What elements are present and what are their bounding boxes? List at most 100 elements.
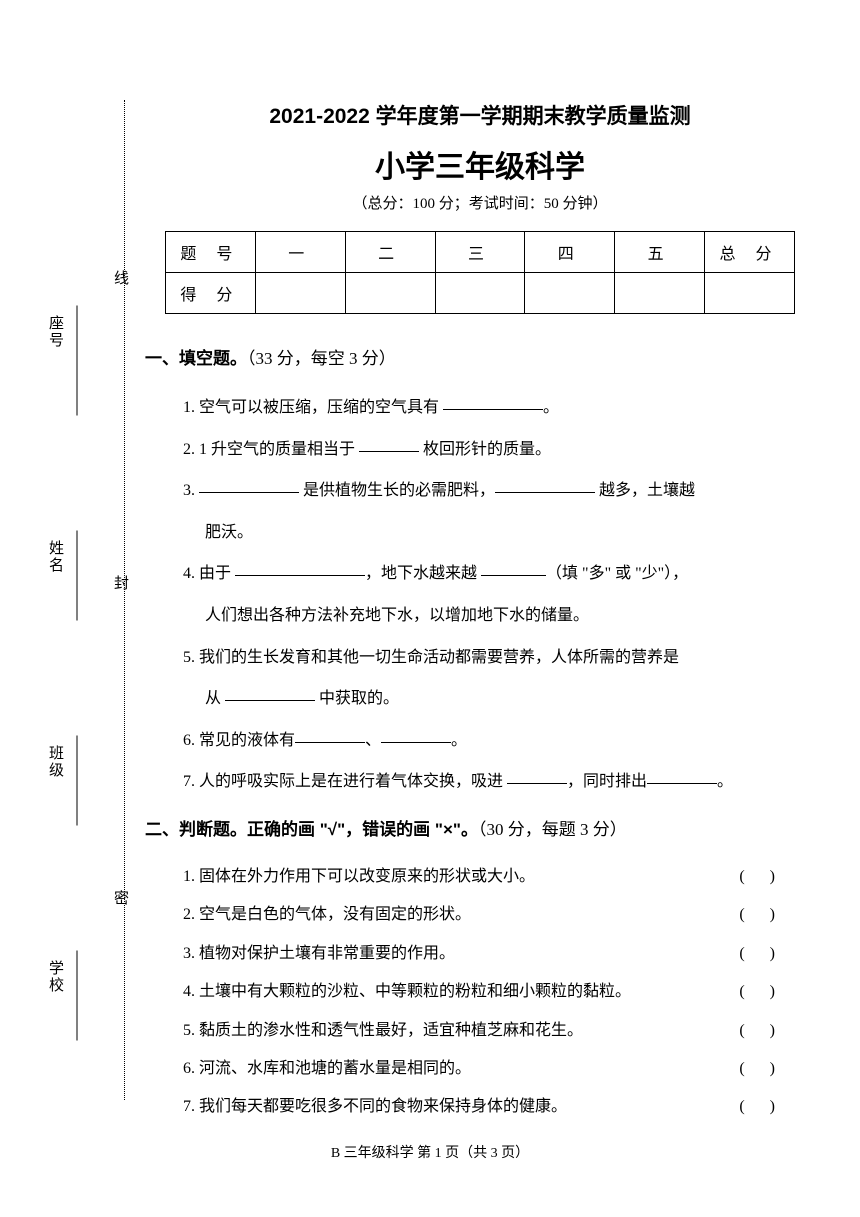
q-text: 枚回形针的质量。 — [419, 441, 551, 458]
col-header: 三 — [435, 232, 525, 273]
row-label: 得 分 — [166, 273, 256, 314]
judge-4: 4. 土壤中有大颗粒的沙粒、中等颗粒的粉粒和细小颗粒的黏粒。 () — [183, 973, 815, 1011]
q-text: 1. 空气可以被压缩，压缩的空气具有 — [183, 399, 443, 416]
blank-input[interactable] — [443, 409, 543, 410]
col-header: 一 — [255, 232, 345, 273]
judge-5: 5. 黏质土的渗水性和透气性最好，适宜种植芝麻和花生。 () — [183, 1012, 815, 1050]
col-header: 总 分 — [705, 232, 795, 273]
q5: 5. 我们的生长发育和其他一切生命活动都需要营养，人体所需的营养是 — [183, 637, 815, 679]
q2: 2. 1 升空气的质量相当于 枚回形针的质量。 — [183, 429, 815, 471]
binding-sidebar: 学校 班级 姓名 座号 密 封 线 — [35, 100, 125, 1100]
q-text: （填 "多" 或 "少"）， — [546, 565, 688, 582]
q-text: ，同时排出 — [567, 773, 647, 790]
blank-input[interactable] — [381, 742, 451, 743]
judge-text: 6. 河流、水库和池塘的蓄水量是相同的。 — [183, 1050, 471, 1088]
section1-label: 一、填空题。 — [145, 349, 247, 368]
score-cell[interactable] — [255, 273, 345, 314]
seal-feng: 封 — [110, 575, 131, 590]
seal-mi: 密 — [110, 890, 131, 905]
q-text: ，地下水越来越 — [365, 565, 481, 582]
q-text: 6. 常见的液体有 — [183, 732, 295, 749]
blank-input[interactable] — [225, 700, 315, 701]
blank-input[interactable] — [495, 492, 595, 493]
judge-3: 3. 植物对保护土壤有非常重要的作用。 () — [183, 935, 815, 973]
school-line — [77, 951, 78, 1041]
blank-input[interactable] — [481, 575, 546, 576]
q4: 4. 由于 ，地下水越来越 （填 "多" 或 "少"）， — [183, 553, 815, 595]
exam-subtitle: （总分：100 分；考试时间：50 分钟） — [145, 192, 815, 213]
judge-paren[interactable]: () — [739, 1012, 800, 1050]
q4-cont: 人们想出各种方法补充地下水，以增加地下水的储量。 — [205, 595, 815, 637]
blank-input[interactable] — [647, 783, 717, 784]
q-text: 2. 1 升空气的质量相当于 — [183, 441, 359, 458]
q-text: 是供植物生长的必需肥料， — [299, 482, 495, 499]
judge-text: 5. 黏质土的渗水性和透气性最好，适宜种植芝麻和花生。 — [183, 1012, 583, 1050]
name-label: 姓名 — [45, 540, 66, 574]
exam-title-line2: 小学三年级科学 — [145, 142, 815, 186]
judge-paren[interactable]: () — [739, 1050, 800, 1088]
q-text: 。 — [543, 399, 559, 416]
exam-title-line1: 2021-2022 学年度第一学期期末教学质量监测 — [145, 100, 815, 130]
col-header: 五 — [615, 232, 705, 273]
class-line — [77, 736, 78, 826]
q-text: 、 — [365, 732, 381, 749]
q3: 3. 是供植物生长的必需肥料， 越多，土壤越 — [183, 470, 815, 512]
section2-title: 二、判断题。正确的画 "√"，错误的画 "×"。（30 分，每题 3 分） — [145, 815, 815, 840]
name-line — [77, 531, 78, 621]
col-header: 题 号 — [166, 232, 256, 273]
score-cell[interactable] — [345, 273, 435, 314]
q-text: 从 — [205, 690, 225, 707]
q-text: 。 — [717, 773, 733, 790]
main-content: 2021-2022 学年度第一学期期末教学质量监测 小学三年级科学 （总分：10… — [145, 100, 815, 1127]
blank-input[interactable] — [235, 575, 365, 576]
blank-input[interactable] — [199, 492, 299, 493]
q-text: 3. — [183, 482, 199, 499]
q-text: 4. 由于 — [183, 565, 235, 582]
judge-paren[interactable]: () — [739, 858, 800, 896]
table-row: 得 分 — [166, 273, 795, 314]
score-table: 题 号 一 二 三 四 五 总 分 得 分 — [165, 231, 795, 314]
class-label: 班级 — [45, 745, 66, 779]
q7: 7. 人的呼吸实际上是在进行着气体交换，吸进 ，同时排出 。 — [183, 761, 815, 803]
judge-text: 7. 我们每天都要吃很多不同的食物来保持身体的健康。 — [183, 1088, 567, 1126]
judge-text: 2. 空气是白色的气体，没有固定的形状。 — [183, 896, 471, 934]
q-text: 越多，土壤越 — [595, 482, 695, 499]
judge-1: 1. 固体在外力作用下可以改变原来的形状或大小。 () — [183, 858, 815, 896]
judge-paren[interactable]: () — [739, 896, 800, 934]
section2-label: 二、判断题。正确的画 "√"，错误的画 "×"。 — [145, 820, 478, 839]
seal-xian: 线 — [110, 270, 131, 285]
judge-text: 1. 固体在外力作用下可以改变原来的形状或大小。 — [183, 858, 535, 896]
table-row: 题 号 一 二 三 四 五 总 分 — [166, 232, 795, 273]
blank-input[interactable] — [359, 451, 419, 452]
section2-points: （30 分，每题 3 分） — [478, 820, 627, 839]
blank-input[interactable] — [507, 783, 567, 784]
judge-paren[interactable]: () — [739, 973, 800, 1011]
judge-2: 2. 空气是白色的气体，没有固定的形状。 () — [183, 896, 815, 934]
q6: 6. 常见的液体有 、 。 — [183, 720, 815, 762]
judge-text: 3. 植物对保护土壤有非常重要的作用。 — [183, 935, 455, 973]
seat-line — [77, 306, 78, 416]
q3-cont: 肥沃。 — [205, 512, 815, 554]
score-cell[interactable] — [615, 273, 705, 314]
col-header: 四 — [525, 232, 615, 273]
q1: 1. 空气可以被压缩，压缩的空气具有 。 — [183, 387, 815, 429]
q-text: 。 — [451, 732, 467, 749]
q5-cont: 从 中获取的。 — [205, 678, 815, 720]
judge-text: 4. 土壤中有大颗粒的沙粒、中等颗粒的粉粒和细小颗粒的黏粒。 — [183, 973, 631, 1011]
blank-input[interactable] — [295, 742, 365, 743]
section1-title: 一、填空题。（33 分，每空 3 分） — [145, 344, 815, 369]
q-text: 中获取的。 — [315, 690, 399, 707]
section1-points: （33 分，每空 3 分） — [247, 349, 396, 368]
judge-paren[interactable]: () — [739, 1088, 800, 1126]
page-footer: B 三年级科学 第 1 页（共 3 页） — [0, 1142, 860, 1162]
score-cell[interactable] — [435, 273, 525, 314]
q-text: 7. 人的呼吸实际上是在进行着气体交换，吸进 — [183, 773, 507, 790]
score-cell[interactable] — [525, 273, 615, 314]
col-header: 二 — [345, 232, 435, 273]
seat-label: 座号 — [45, 315, 66, 349]
judge-7: 7. 我们每天都要吃很多不同的食物来保持身体的健康。 () — [183, 1088, 815, 1126]
judge-paren[interactable]: () — [739, 935, 800, 973]
school-label: 学校 — [45, 960, 66, 994]
score-cell[interactable] — [705, 273, 795, 314]
judge-6: 6. 河流、水库和池塘的蓄水量是相同的。 () — [183, 1050, 815, 1088]
